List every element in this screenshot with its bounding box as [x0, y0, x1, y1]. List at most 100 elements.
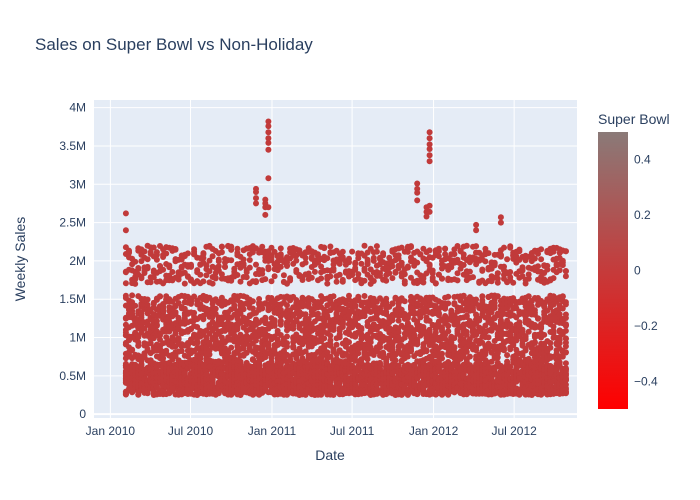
data-point — [163, 347, 170, 354]
data-point — [153, 251, 160, 258]
data-point — [280, 272, 287, 279]
data-point — [228, 257, 235, 264]
data-point — [138, 314, 145, 321]
data-point — [333, 341, 340, 348]
data-point — [330, 327, 337, 333]
data-point — [423, 347, 430, 354]
data-point — [336, 271, 343, 278]
data-point — [169, 269, 176, 275]
data-point — [218, 249, 225, 256]
data-point — [184, 250, 191, 257]
data-point — [206, 351, 213, 358]
data-point — [327, 273, 334, 280]
data-point — [361, 293, 368, 299]
data-point — [445, 300, 452, 307]
data-point — [144, 301, 151, 308]
data-point — [324, 280, 331, 287]
data-point — [463, 328, 470, 335]
data-point — [380, 250, 387, 257]
data-point — [355, 271, 362, 278]
data-point — [311, 268, 318, 275]
data-point — [364, 259, 371, 265]
data-point — [191, 248, 198, 255]
data-point — [330, 265, 337, 272]
data-point — [327, 243, 334, 250]
data-point — [339, 321, 346, 328]
data-point — [144, 296, 151, 303]
data-point — [336, 331, 343, 338]
data-point — [445, 328, 452, 335]
data-point — [435, 310, 442, 316]
data-point — [175, 335, 182, 342]
data-point — [172, 246, 179, 252]
data-point — [466, 353, 473, 360]
data-point — [178, 348, 185, 354]
data-point — [321, 335, 328, 342]
data-point — [262, 276, 269, 283]
data-point — [212, 275, 219, 282]
data-point — [442, 245, 449, 252]
data-point — [284, 343, 290, 350]
data-point — [231, 302, 238, 309]
data-point — [157, 293, 163, 300]
data-point — [160, 266, 167, 273]
data-points — [122, 118, 569, 398]
data-point — [138, 275, 145, 282]
data-point — [460, 262, 467, 268]
data-point — [268, 278, 275, 285]
data-point — [420, 324, 427, 330]
data-point — [284, 262, 290, 269]
data-point — [271, 322, 278, 329]
data-point — [327, 337, 334, 344]
data-point — [408, 244, 414, 251]
data-point — [246, 257, 253, 263]
data-point — [290, 343, 297, 350]
data-point — [395, 317, 402, 324]
data-point — [228, 344, 235, 351]
data-point — [404, 353, 411, 360]
data-point — [432, 280, 439, 287]
data-point — [346, 339, 352, 346]
data-point — [308, 274, 315, 281]
data-point — [129, 347, 136, 354]
data-point — [249, 298, 256, 305]
data-point — [153, 256, 160, 263]
data-point — [188, 300, 194, 307]
data-point — [333, 278, 340, 285]
data-point — [132, 302, 139, 309]
data-point — [293, 267, 300, 273]
data-point — [370, 278, 377, 284]
data-point — [228, 243, 235, 250]
data-point — [200, 251, 207, 258]
data-point — [454, 277, 461, 284]
data-point — [299, 277, 306, 283]
data-point — [401, 271, 408, 278]
data-point — [122, 280, 129, 287]
data-point — [339, 248, 346, 255]
data-point — [445, 323, 452, 329]
data-point — [466, 268, 473, 275]
data-point — [181, 370, 188, 377]
data-point — [302, 255, 309, 261]
data-point — [147, 249, 154, 256]
data-point — [150, 274, 157, 281]
data-point — [144, 256, 151, 263]
data-point — [383, 277, 390, 284]
data-point — [132, 280, 139, 287]
data-point — [451, 344, 458, 351]
data-point — [395, 252, 402, 259]
data-point — [321, 245, 328, 252]
data-point — [172, 309, 179, 316]
data-point — [209, 253, 216, 260]
data-point — [144, 265, 151, 272]
data-point — [265, 264, 272, 271]
data-point — [373, 248, 380, 255]
data-point — [253, 261, 259, 268]
data-point — [439, 275, 445, 282]
data-point — [172, 353, 179, 360]
data-point — [377, 344, 383, 351]
data-point — [336, 260, 343, 267]
data-point — [284, 333, 290, 340]
data-point — [389, 275, 396, 282]
